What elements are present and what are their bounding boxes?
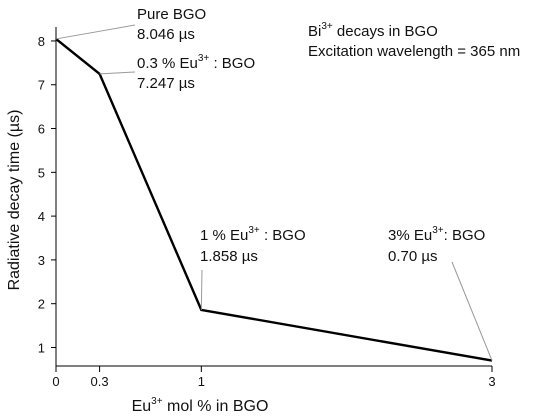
y-tick-label: 3 bbox=[38, 253, 45, 268]
x-ticks: 0 0.3 1 3 bbox=[52, 366, 496, 389]
annotation-3-eu: 3% Eu3+: BGO 0.70 µs bbox=[388, 225, 485, 265]
annotation-leader-lines bbox=[55, 24, 493, 361]
y-tick-label: 7 bbox=[38, 78, 45, 93]
y-tick-label: 6 bbox=[38, 122, 45, 137]
y-tick-label: 1 bbox=[38, 340, 45, 355]
y-tick-label: 5 bbox=[38, 165, 45, 180]
info-line-decays: Bi3+ decays in BGO bbox=[308, 21, 438, 40]
axes bbox=[55, 27, 492, 367]
y-axis-title: Radiative decay time (µs) bbox=[6, 110, 23, 291]
info-line-excitation: Excitation wavelength = 365 nm bbox=[308, 43, 520, 60]
decay-time-series-line bbox=[55, 37, 493, 362]
x-axis-title: Eu3+ mol % in BGO bbox=[132, 396, 269, 415]
annotation-pure-bgo: Pure BGO 8.046 µs bbox=[137, 6, 206, 43]
y-tick-label: 2 bbox=[38, 297, 45, 312]
annotation-1-eu: 1 % Eu3+ : BGO 1.858 µs bbox=[200, 225, 306, 265]
annotation-sample-label: 0.3 % Eu3+ : BGO bbox=[137, 53, 255, 72]
leader-line bbox=[200, 269, 203, 310]
chart-info-text: Bi3+ decays in BGO Excitation wavelength… bbox=[308, 21, 520, 60]
annotation-value-label: 1.858 µs bbox=[200, 248, 258, 265]
y-ticks: 1 2 3 4 5 6 7 8 bbox=[38, 34, 56, 355]
leader-line bbox=[451, 261, 493, 361]
y-tick-label: 4 bbox=[38, 209, 45, 224]
annotation-sample-label: Pure BGO bbox=[137, 6, 206, 23]
annotation-sample-label: 3% Eu3+: BGO bbox=[388, 225, 485, 244]
annotation-value-label: 7.247 µs bbox=[137, 75, 195, 92]
leader-line bbox=[99, 71, 136, 75]
annotation-value-label: 0.70 µs bbox=[388, 248, 438, 265]
y-tick-label: 8 bbox=[38, 34, 45, 49]
leader-line bbox=[55, 24, 136, 40]
x-tick-label: 1 bbox=[198, 374, 205, 389]
annotation-value-label: 8.046 µs bbox=[137, 26, 195, 43]
annotation-sample-label: 1 % Eu3+ : BGO bbox=[200, 225, 306, 244]
x-tick-label: 0.3 bbox=[91, 374, 109, 389]
x-tick-label: 3 bbox=[488, 374, 495, 389]
annotation-0.3-eu: 0.3 % Eu3+ : BGO 7.247 µs bbox=[137, 53, 255, 92]
x-tick-label: 0 bbox=[52, 374, 59, 389]
